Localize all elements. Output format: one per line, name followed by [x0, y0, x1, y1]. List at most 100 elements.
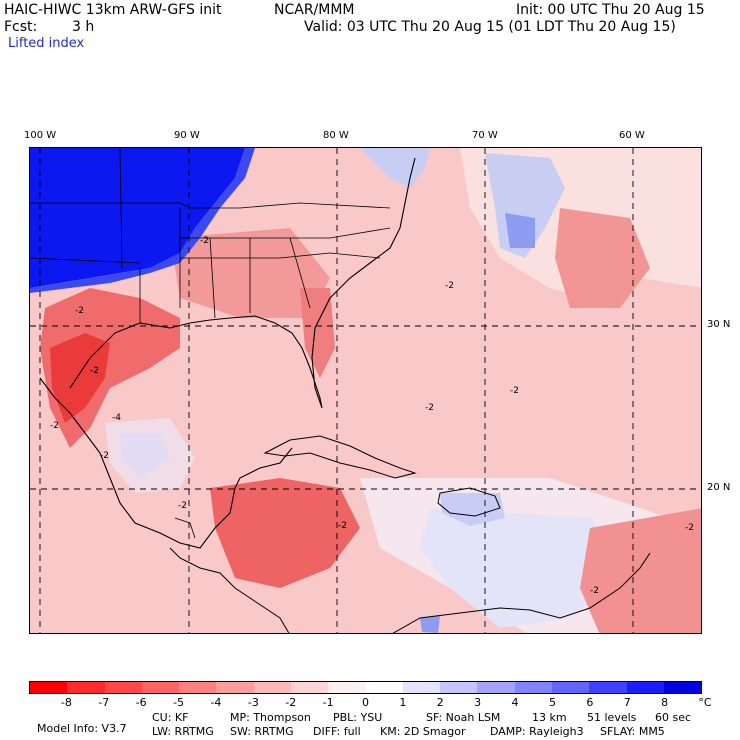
- graticule: [30, 148, 701, 633]
- colorbar-tick-label: -3: [247, 696, 259, 709]
- forecast-hour: 3 h: [72, 19, 95, 35]
- field-blue-northeast-corner: [360, 148, 430, 188]
- contour-label: -2: [445, 281, 454, 291]
- contour-label: -2: [100, 451, 109, 461]
- contour-label: -2: [90, 366, 99, 376]
- lifted-index-map: -2 -2 -2 -2 -4 -2 -2 -2 -2 -2 -2 -2 -2: [29, 147, 702, 634]
- colorbar-tick-label: -2: [285, 696, 297, 709]
- coastline-south-america: [392, 552, 651, 633]
- field-blue-atlantic-core: [505, 213, 535, 248]
- footer-timestep: 60 sec: [655, 711, 692, 724]
- colorbar-tick-label: 4: [511, 696, 519, 709]
- colorbar-tick-label: 8: [661, 696, 669, 709]
- field-red-yucatan: [210, 478, 360, 588]
- coastline-north-gulf: [69, 157, 416, 409]
- footer-damp: DAMP: Rayleigh3: [490, 725, 584, 738]
- contour-label: -2: [685, 523, 694, 533]
- colorbar-tick-label: -5: [173, 696, 185, 709]
- footer-levels: 51 levels: [587, 711, 637, 724]
- colorbar-tick-label: 0: [362, 696, 369, 709]
- coastline-cuba: [263, 435, 417, 479]
- lon-label-80w: 80 W: [323, 130, 349, 141]
- valid-time: Valid: 03 UTC Thu 20 Aug 15 (01 LDT Thu …: [304, 19, 676, 35]
- colorbar-segment: [328, 682, 366, 693]
- colorbar-tick-label: -6: [135, 696, 147, 709]
- field-red-se-caribbean: [580, 508, 701, 633]
- footer-diff: DIFF: full: [313, 725, 361, 738]
- colorbar-tick-label: -7: [98, 696, 110, 709]
- footer-km: KM: 2D Smagor: [380, 725, 466, 738]
- footer-pbl: PBL: YSU: [333, 711, 383, 724]
- contour-label: -2: [425, 403, 434, 413]
- field-red-florida: [300, 288, 335, 378]
- field-blue-small: [420, 616, 440, 633]
- footer-sflay: SFLAY: MM5: [600, 725, 665, 738]
- colorbar-segment: [141, 682, 180, 693]
- coastline-central-america: [169, 547, 290, 633]
- contour-label: -2: [338, 521, 347, 531]
- footer-line-1: Model Info: V3.7: [30, 712, 127, 734]
- footer-model-info: Model Info: V3.7: [37, 722, 127, 735]
- field-blue-northwest: [30, 148, 245, 288]
- contour-label: -4: [112, 413, 121, 423]
- colorbar-segment: [626, 682, 664, 693]
- colorbar-segment: [402, 682, 441, 693]
- contour-label: -2: [200, 236, 209, 246]
- colorbar-tick-label: 7: [623, 696, 631, 709]
- model-title: HAIC-HIWC 13km ARW-GFS init: [4, 2, 222, 18]
- lon-label-70w: 70 W: [472, 130, 498, 141]
- colorbar-tick-label: 1: [399, 696, 407, 709]
- footer-cu: CU: KF: [152, 711, 189, 724]
- colorbar-tick-label: 6: [586, 696, 594, 709]
- footer-resolution: 13 km: [532, 711, 567, 724]
- colorbar-tick-label: -4: [210, 696, 222, 709]
- colorbar-segment: [30, 682, 68, 693]
- colorbar: [29, 681, 702, 694]
- colorbar-segment: [67, 682, 105, 693]
- contour-label: -2: [590, 586, 599, 596]
- colorbar-tick-label: 5: [548, 696, 556, 709]
- colorbar-segment: [514, 682, 552, 693]
- colorbar-segment: [477, 682, 515, 693]
- footer-sw: SW: RRTMG: [230, 725, 294, 738]
- colorbar-segment: [104, 682, 142, 693]
- contour-label: -2: [178, 501, 187, 511]
- colorbar-segment: [179, 682, 217, 693]
- lat-label-20n: 20 N: [707, 482, 731, 493]
- field-lavender-caribbean: [420, 508, 630, 628]
- colorbar-segment: [290, 682, 329, 693]
- lon-label-90w: 90 W: [174, 130, 200, 141]
- field-red-atlantic-east: [555, 208, 650, 308]
- lat-label-30n: 30 N: [707, 319, 731, 330]
- field-name: Lifted index: [8, 36, 85, 51]
- colorbar-segment: [253, 682, 291, 693]
- contour-label: -2: [75, 306, 84, 316]
- coastline-gulf: [39, 377, 293, 549]
- colorbar-segment: [365, 682, 403, 693]
- colorbar-segment: [663, 682, 702, 693]
- field-deep-red-texas: [50, 333, 110, 423]
- lon-label-60w: 60 W: [619, 130, 645, 141]
- map-canvas: -2 -2 -2 -2 -4 -2 -2 -2 -2 -2 -2 -2 -2: [30, 148, 701, 633]
- field-blue-northwest-edge: [30, 148, 255, 293]
- colorbar-unit: °C: [698, 696, 712, 709]
- footer-mp: MP: Thompson: [230, 711, 311, 724]
- footer-lw: LW: RRTMG: [152, 725, 214, 738]
- political-borders: [30, 148, 391, 539]
- contour-label: -2: [50, 421, 59, 431]
- field-light-blue-atlantic: [485, 153, 565, 258]
- colorbar-tick-label: 2: [436, 696, 444, 709]
- field-lavender-gulf: [120, 433, 170, 478]
- colorbar-tick-label: -1: [322, 696, 334, 709]
- contour-label: -2: [510, 386, 519, 396]
- init-time: Init: 00 UTC Thu 20 Aug 15: [516, 2, 705, 18]
- colorbar-tick-label: 3: [474, 696, 482, 709]
- field-lavender-hispaniola: [440, 493, 505, 526]
- organization-label: NCAR/MMM: [274, 2, 355, 18]
- colorbar-segment: [440, 682, 478, 693]
- colorbar-segment: [216, 682, 254, 693]
- colorbar-segment: [551, 682, 590, 693]
- lon-label-100w: 100 W: [24, 130, 57, 141]
- forecast-label: Fcst:: [4, 19, 38, 35]
- colorbar-tick-label: -8: [60, 696, 72, 709]
